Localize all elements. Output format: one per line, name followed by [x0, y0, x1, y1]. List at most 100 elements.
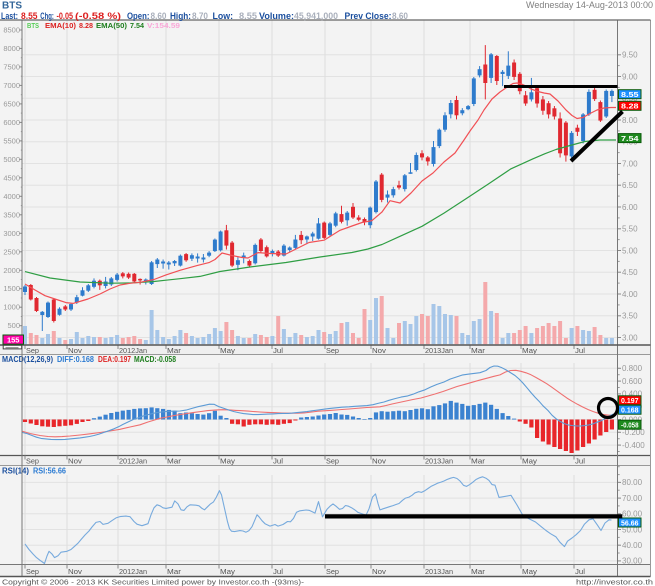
- svg-text:8.60: 8.60: [392, 11, 408, 22]
- svg-text:80.00: 80.00: [622, 478, 643, 487]
- svg-text:4.50: 4.50: [622, 268, 638, 277]
- svg-text:Nov: Nov: [372, 346, 386, 355]
- svg-text:4.00: 4.00: [622, 290, 638, 299]
- svg-text:500: 500: [7, 321, 20, 330]
- svg-text:Nov: Nov: [68, 457, 82, 466]
- svg-text:BTS: BTS: [2, 1, 22, 12]
- svg-text:60.00: 60.00: [622, 510, 643, 519]
- svg-text:3500: 3500: [3, 210, 20, 219]
- svg-text:http://investor.co.th: http://investor.co.th: [576, 578, 653, 586]
- svg-text:Mar: Mar: [167, 346, 182, 355]
- svg-text:Mar: Mar: [167, 457, 182, 466]
- svg-text:High:: High:: [170, 11, 191, 22]
- svg-text:May: May: [220, 457, 235, 466]
- svg-text:9.50: 9.50: [622, 51, 638, 60]
- svg-text:-0.400: -0.400: [622, 441, 645, 450]
- svg-text:7.00: 7.00: [622, 159, 638, 168]
- svg-text:8.55: 8.55: [21, 11, 38, 22]
- svg-text:5000: 5000: [3, 155, 20, 164]
- svg-text:2012Jan: 2012Jan: [119, 346, 147, 355]
- svg-text:0.800: 0.800: [622, 364, 643, 373]
- svg-text:Open:: Open:: [127, 11, 150, 22]
- svg-text:Mar: Mar: [471, 567, 486, 576]
- svg-text:2500: 2500: [3, 247, 20, 256]
- svg-text:Sep: Sep: [326, 567, 339, 576]
- svg-text:Prev Close:: Prev Close:: [345, 11, 392, 22]
- svg-text:Sep: Sep: [26, 346, 39, 355]
- svg-text:Wednesday 14-Aug-2013 00:00: Wednesday 14-Aug-2013 00:00: [526, 0, 653, 10]
- svg-text:Jul: Jul: [273, 346, 283, 355]
- svg-text:8.55: 8.55: [621, 90, 639, 99]
- svg-text:6.00: 6.00: [622, 203, 638, 212]
- svg-text:3.50: 3.50: [622, 312, 638, 321]
- svg-text:0.600: 0.600: [622, 377, 643, 386]
- svg-text:5500: 5500: [3, 136, 20, 145]
- svg-text:8000: 8000: [3, 44, 20, 53]
- svg-text:5.50: 5.50: [622, 225, 638, 234]
- svg-text:7.54: 7.54: [621, 134, 639, 143]
- svg-text:Last:: Last:: [1, 11, 18, 22]
- svg-text:RSI(14): RSI(14): [2, 467, 29, 476]
- svg-text:8.00: 8.00: [622, 116, 638, 125]
- svg-text:2013Jan: 2013Jan: [425, 567, 453, 576]
- svg-text:Jul: Jul: [575, 567, 585, 576]
- svg-text:(-0.58 %): (-0.58 %): [75, 11, 121, 22]
- svg-text:8.28: 8.28: [79, 21, 93, 30]
- svg-text:0.400: 0.400: [622, 390, 643, 399]
- svg-text:EMA(10): EMA(10): [45, 21, 77, 30]
- svg-text:May: May: [220, 567, 235, 576]
- svg-text:6500: 6500: [3, 99, 20, 108]
- svg-text:3000: 3000: [3, 229, 20, 238]
- svg-text:Mar: Mar: [471, 457, 486, 466]
- svg-text:7500: 7500: [3, 62, 20, 71]
- svg-text:5.00: 5.00: [622, 246, 638, 255]
- svg-text:Sep: Sep: [26, 457, 39, 466]
- svg-text:-0.05: -0.05: [57, 11, 74, 22]
- svg-text:BTS: BTS: [27, 21, 39, 30]
- svg-text:9.00: 9.00: [622, 72, 638, 81]
- svg-text:8.60: 8.60: [151, 11, 167, 22]
- svg-text:50.00: 50.00: [622, 525, 643, 534]
- svg-text:V:154.59: V:154.59: [147, 21, 180, 30]
- svg-text:7000: 7000: [3, 81, 20, 90]
- svg-text:6000: 6000: [3, 118, 20, 127]
- svg-text:3.00: 3.00: [622, 333, 638, 342]
- svg-text:40.00: 40.00: [622, 541, 643, 550]
- svg-text:4000: 4000: [3, 192, 20, 201]
- svg-text:-0.200: -0.200: [622, 428, 645, 437]
- svg-text:8.70: 8.70: [192, 11, 208, 22]
- svg-text:Nov: Nov: [372, 457, 386, 466]
- svg-text:2013Jan: 2013Jan: [425, 457, 453, 466]
- svg-text:Low:: Low:: [213, 11, 234, 22]
- svg-text:Chg:: Chg:: [40, 11, 54, 22]
- svg-text:0.168: 0.168: [621, 406, 639, 415]
- svg-text:Jul: Jul: [273, 567, 283, 576]
- svg-text:1000: 1000: [3, 303, 20, 312]
- svg-text:2012Jan: 2012Jan: [119, 567, 147, 576]
- svg-text:May: May: [522, 567, 537, 576]
- svg-text:8500: 8500: [3, 26, 20, 35]
- svg-text:May: May: [220, 346, 235, 355]
- svg-text:DEA:0.197: DEA:0.197: [98, 355, 131, 364]
- svg-text:70.00: 70.00: [622, 494, 643, 503]
- svg-text:2000: 2000: [3, 266, 20, 275]
- svg-text:2012Jan: 2012Jan: [119, 457, 147, 466]
- svg-text:0.197: 0.197: [621, 396, 639, 405]
- svg-text:8.55: 8.55: [239, 11, 258, 22]
- svg-text:Sep: Sep: [26, 567, 39, 576]
- svg-text:Mar: Mar: [471, 346, 486, 355]
- svg-text:8.28: 8.28: [621, 102, 639, 111]
- svg-text:May: May: [522, 457, 537, 466]
- svg-text:155: 155: [7, 335, 20, 344]
- svg-text:30.00: 30.00: [622, 557, 643, 566]
- svg-text:Jul: Jul: [575, 457, 585, 466]
- svg-text:56.66: 56.66: [621, 518, 639, 527]
- svg-text:Nov: Nov: [68, 346, 82, 355]
- svg-text:EMA(50): EMA(50): [96, 21, 128, 30]
- svg-text:May: May: [522, 346, 537, 355]
- svg-text:MACD:-0.058: MACD:-0.058: [134, 355, 176, 364]
- svg-text:Jul: Jul: [575, 346, 585, 355]
- svg-text:Nov: Nov: [68, 567, 82, 576]
- svg-text:4500: 4500: [3, 173, 20, 182]
- svg-text:Jul: Jul: [273, 457, 283, 466]
